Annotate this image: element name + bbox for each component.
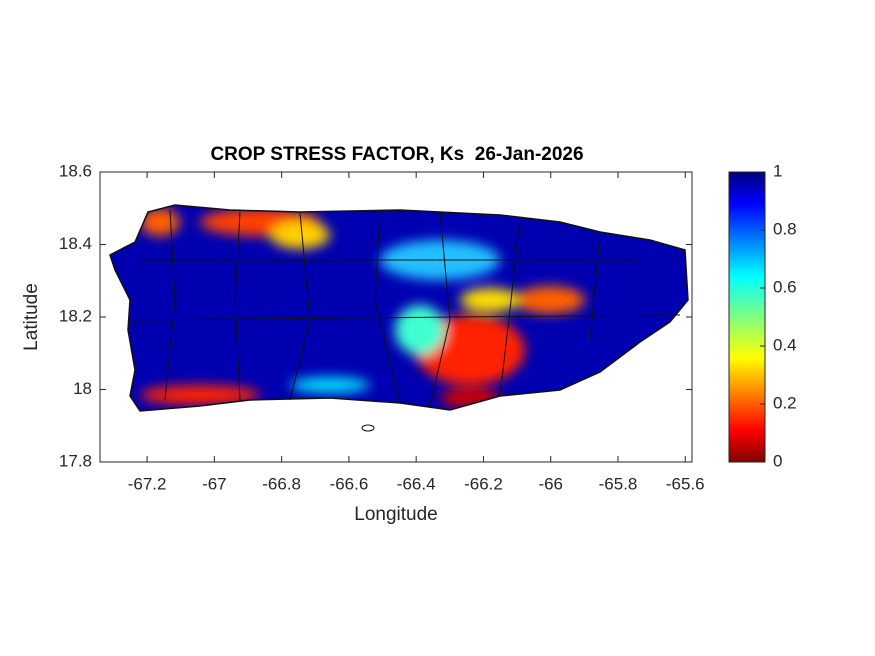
x-tick-label: -66.6 <box>330 474 369 493</box>
colorbar-tick-label: 0.8 <box>773 219 797 238</box>
x-tick-label: -66.4 <box>397 474 436 493</box>
x-tick-label: -66.2 <box>464 474 503 493</box>
x-tick-label: -65.6 <box>666 474 705 493</box>
y-tick-label: 18.6 <box>59 161 92 180</box>
x-tick-label: -67.2 <box>128 474 167 493</box>
colorbar-tick-label: 0.4 <box>773 335 797 354</box>
coastline <box>109 204 689 412</box>
colorbar <box>728 171 766 463</box>
colorbar-tick-label: 1 <box>773 161 782 180</box>
x-tick-label: -66 <box>538 474 563 493</box>
island-fragment <box>361 424 375 432</box>
x-tick-label: -67 <box>202 474 227 493</box>
colorbar-tick-label: 0.2 <box>773 393 797 412</box>
x-tick-label: -65.8 <box>599 474 638 493</box>
x-axis-label: Longitude <box>354 504 437 525</box>
x-tick-label: -66.8 <box>262 474 301 493</box>
colorbar-tick-label: 0.6 <box>773 277 797 296</box>
y-tick-label: 18.4 <box>59 234 92 253</box>
y-tick-label: 18 <box>73 379 92 398</box>
y-axis-label: Latitude <box>21 283 42 351</box>
municipal-borders <box>129 209 681 406</box>
chart-title: CROP STRESS FACTOR, Ks 26-Jan-2026 <box>210 144 583 165</box>
colorbar-tick-label: 0 <box>773 451 782 470</box>
y-tick-label: 17.8 <box>59 451 92 470</box>
y-tick-label: 18.2 <box>59 306 92 325</box>
